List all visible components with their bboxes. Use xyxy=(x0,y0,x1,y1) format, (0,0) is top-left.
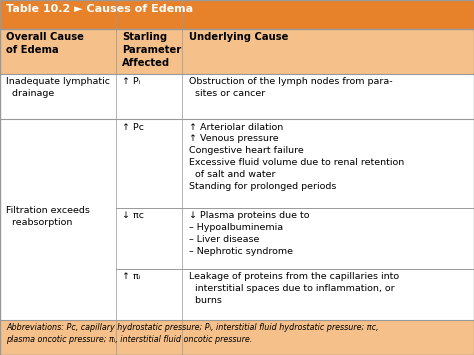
Bar xyxy=(0,268,474,320)
Bar xyxy=(0,0,474,29)
Text: Inadequate lymphatic
  drainage: Inadequate lymphatic drainage xyxy=(6,77,110,98)
Text: Starling
Parameter
Affected: Starling Parameter Affected xyxy=(122,32,182,68)
Text: Filtration exceeds
  reabsorption: Filtration exceeds reabsorption xyxy=(6,206,90,227)
Bar xyxy=(0,119,474,208)
Bar xyxy=(0,74,474,119)
Text: Obstruction of the lymph nodes from para-
  sites or cancer: Obstruction of the lymph nodes from para… xyxy=(189,77,392,98)
Text: ↓ πᴄ: ↓ πᴄ xyxy=(122,211,144,220)
Text: Leakage of proteins from the capillaries into
  interstitial spaces due to infla: Leakage of proteins from the capillaries… xyxy=(189,272,399,305)
Text: Overall Cause
of Edema: Overall Cause of Edema xyxy=(6,32,84,55)
Text: ↑ Arteriolar dilation
↑ Venous pressure
Congestive heart failure
Excessive fluid: ↑ Arteriolar dilation ↑ Venous pressure … xyxy=(189,123,404,191)
Text: Abbreviations: Pᴄ, capillary hydrostatic pressure; Pᵢ, interstitial fluid hydros: Abbreviations: Pᴄ, capillary hydrostatic… xyxy=(6,323,379,344)
Text: ↑ πᵢ: ↑ πᵢ xyxy=(122,272,141,281)
Text: ↓ Plasma proteins due to
– Hypoalbuminemia
– Liver disease
– Nephrotic syndrome: ↓ Plasma proteins due to – Hypoalbuminem… xyxy=(189,211,309,256)
Text: ↑ Pᴄ: ↑ Pᴄ xyxy=(122,123,144,132)
Text: Table 10.2 ► Causes of Edema: Table 10.2 ► Causes of Edema xyxy=(6,4,193,13)
Text: Underlying Cause: Underlying Cause xyxy=(189,32,288,42)
Bar xyxy=(0,208,474,268)
Bar xyxy=(0,320,474,355)
Text: ↑ Pᵢ: ↑ Pᵢ xyxy=(122,77,141,87)
Bar xyxy=(0,29,474,74)
